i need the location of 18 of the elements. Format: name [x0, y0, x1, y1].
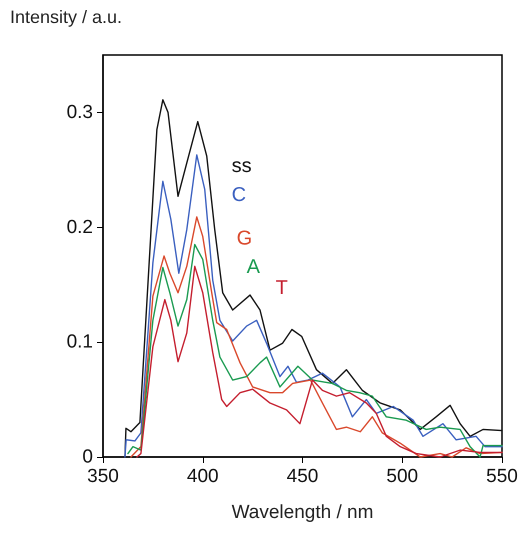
y-tick-label: 0.3 — [66, 102, 93, 123]
series-label: C — [232, 184, 246, 206]
x-tick-label: 350 — [87, 466, 119, 487]
y-tick-label: 0 — [82, 446, 93, 468]
y-tick-label: 0.2 — [66, 216, 93, 238]
x-tick-label: 550 — [486, 466, 518, 487]
x-axis-title: Wavelength / nm — [232, 502, 374, 523]
series-label: G — [236, 227, 252, 250]
text: A — [246, 256, 261, 278]
y-tick-label: 0.1 — [66, 332, 93, 353]
line-series — [124, 154, 503, 458]
x-tick-label: 450 — [286, 466, 318, 487]
x-tick-label: 400 — [186, 466, 219, 487]
x-tick-label: 500 — [386, 466, 418, 487]
text: T — [276, 276, 288, 299]
series-label: ss — [232, 155, 252, 178]
y-axis-title: Intensity / a.u. — [10, 7, 122, 27]
line-series — [124, 99, 503, 458]
